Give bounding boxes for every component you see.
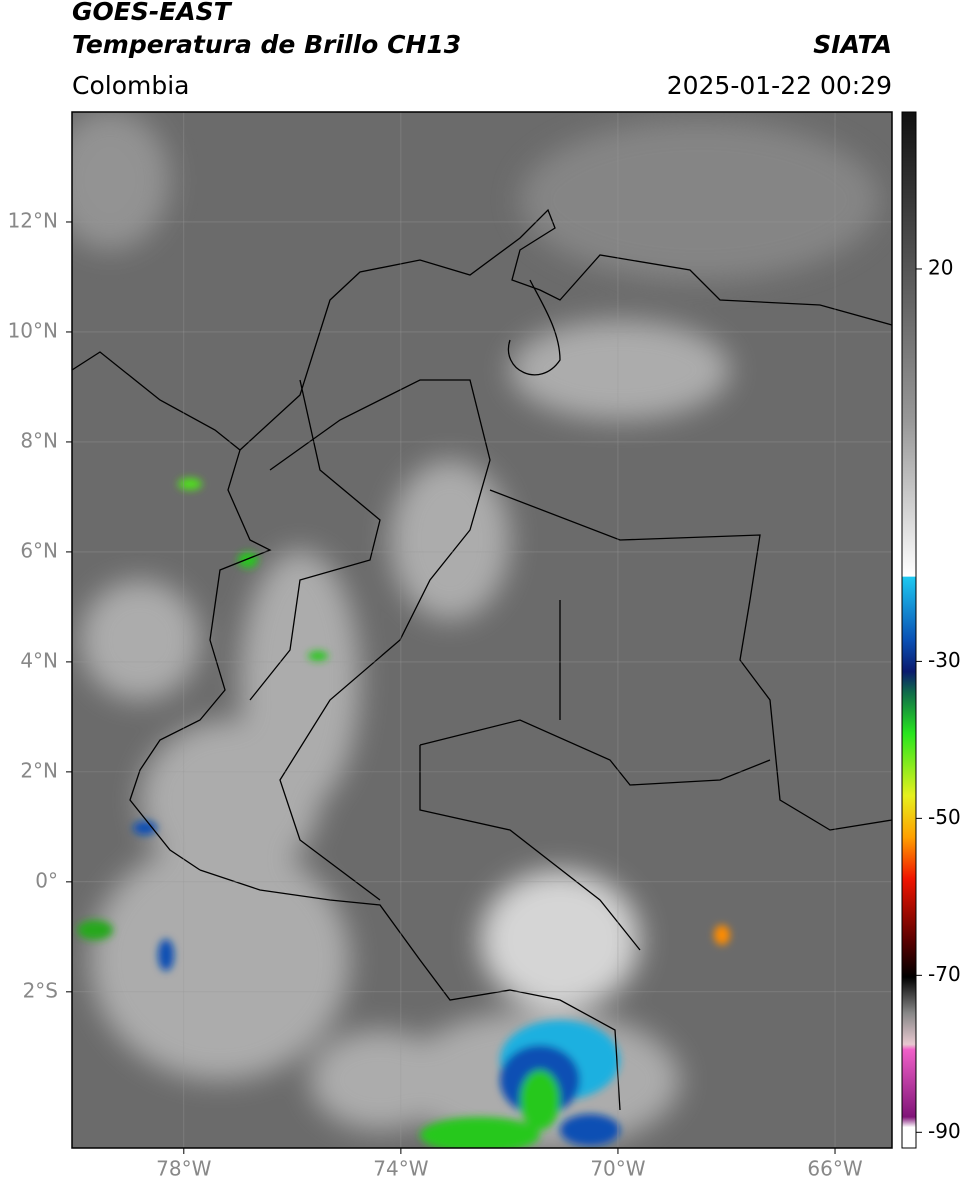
y-tick-label: 8°N: [20, 428, 58, 452]
y-tick-label: 2°S: [23, 978, 58, 1002]
x-tick-label: 78°W: [156, 1157, 211, 1181]
colorbar-tick-label: -70: [928, 962, 961, 986]
grid: [72, 112, 892, 1148]
y-tick-label: 10°N: [8, 318, 58, 342]
source: SIATA: [813, 30, 892, 59]
colorbar-tick-label: -90: [928, 1119, 961, 1143]
y-tick-label: 2°N: [20, 758, 58, 782]
y-tick-label: 6°N: [20, 538, 58, 562]
subtitle: Temperatura de Brillo CH13: [72, 30, 461, 59]
x-tick-label: 74°W: [373, 1157, 428, 1181]
y-tick-label: 0°: [35, 868, 58, 892]
y-tick-label: 12°N: [8, 208, 58, 232]
region: Colombia: [72, 71, 189, 100]
x-tick-label: 66°W: [807, 1157, 862, 1181]
colorbar: [901, 111, 917, 1149]
title: GOES-EAST: [72, 0, 233, 26]
datetime: 2025-01-22 00:29: [667, 71, 892, 100]
colorbar-tick-label: 20: [928, 255, 953, 279]
map-frame: [71, 111, 893, 1149]
y-tick-label: 4°N: [20, 648, 58, 672]
satellite-image: [72, 112, 892, 1148]
colorbar-tick-label: -30: [928, 648, 961, 672]
colorbar-tick-label: -50: [928, 805, 961, 829]
x-tick-label: 70°W: [590, 1157, 645, 1181]
